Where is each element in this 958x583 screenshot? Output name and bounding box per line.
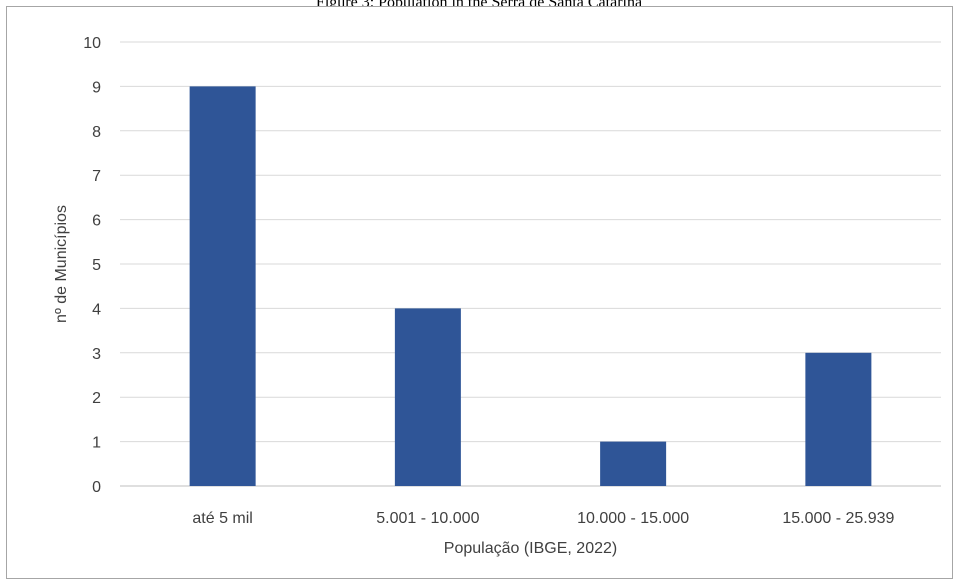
bar: [600, 441, 667, 486]
y-tick-label: 3: [92, 346, 101, 363]
x-tick-label: 15.000 - 25.939: [782, 510, 894, 527]
bar: [394, 308, 461, 486]
y-tick-label: 8: [92, 124, 101, 141]
x-tick-labels: até 5 mil 5.001 - 10.000 10.000 - 15.000 15…: [192, 510, 894, 527]
bar: [805, 352, 872, 486]
y-tick-label: 7: [92, 168, 101, 185]
chart-frame: [6, 6, 953, 579]
y-tick-label: 5: [92, 257, 101, 274]
x-tick-label: 5.001 - 10.000: [376, 510, 479, 527]
y-tick-labels: 0 1 2 3 4 5 6 7 8 9 10: [83, 35, 101, 496]
y-tick-label: 6: [92, 213, 101, 230]
y-tick-label: 0: [92, 479, 101, 496]
x-tick-label: até 5 mil: [192, 510, 252, 527]
gridlines: [120, 41, 941, 487]
figure-caption: Figure 3: Population in the Serra de San…: [0, 0, 958, 14]
y-axis-title: nº de Municípios: [53, 205, 70, 323]
y-tick-label: 2: [92, 390, 101, 407]
x-axis-title: População (IBGE, 2022): [444, 540, 617, 557]
bars: [189, 86, 872, 487]
y-tick-label: 1: [92, 435, 101, 452]
bar: [189, 86, 256, 487]
y-tick-label: 10: [83, 35, 101, 52]
x-tick-label: 10.000 - 15.000: [577, 510, 689, 527]
y-tick-label: 4: [92, 301, 101, 318]
y-tick-label: 9: [92, 79, 101, 96]
